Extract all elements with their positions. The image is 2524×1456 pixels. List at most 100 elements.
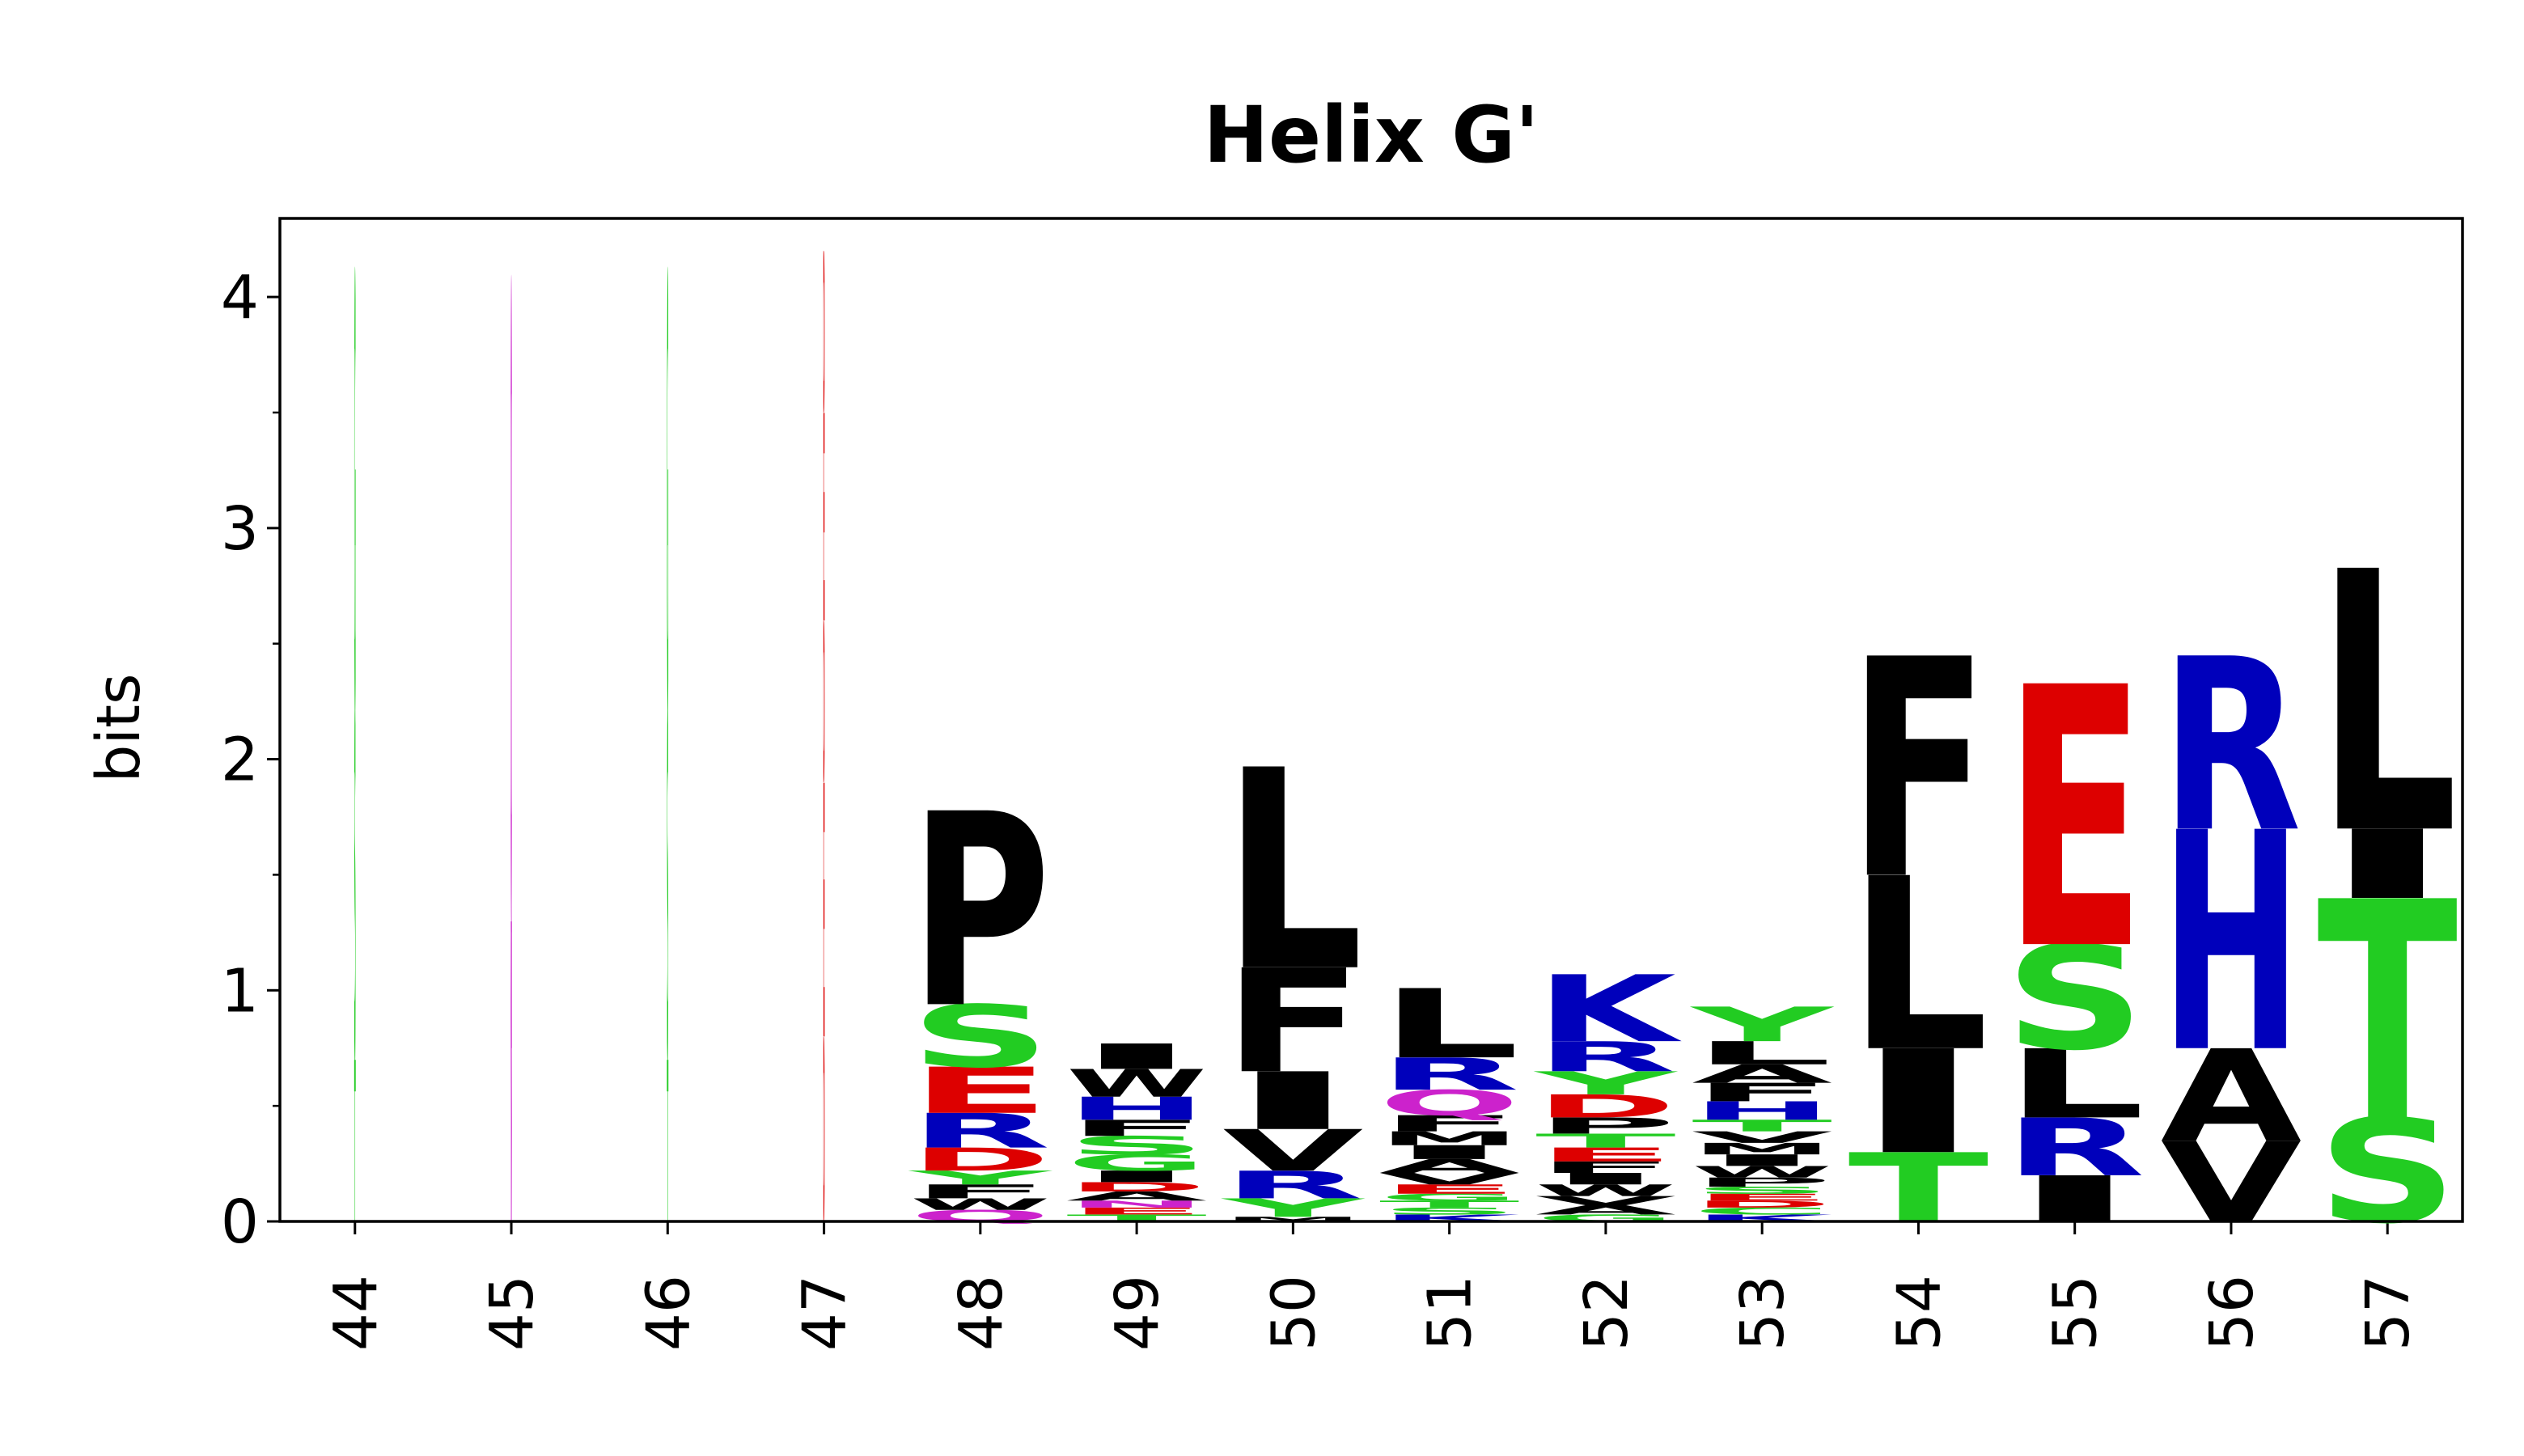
letter-group: T xyxy=(1692,1116,1832,1135)
letter-group: Y xyxy=(1533,1065,1679,1102)
logo-letter: F xyxy=(1848,596,1988,946)
letter-group: K xyxy=(1535,957,1683,1064)
letter-group: R xyxy=(1222,1163,1363,1208)
letter-group: R xyxy=(910,1104,1051,1159)
logo-letter: F xyxy=(1692,1078,1832,1107)
logo-letter: C xyxy=(1692,1206,1832,1217)
letter-group: E xyxy=(2005,612,2145,1029)
letter-group: S xyxy=(1692,1185,1832,1196)
x-tick-label: 44 xyxy=(321,1275,391,1351)
logo-letter: F xyxy=(1379,1111,1520,1137)
y-tick-label: 2 xyxy=(221,726,259,795)
logo-letter: D xyxy=(824,207,825,465)
logo-letter: R xyxy=(2005,1103,2145,1195)
logo-letter: R xyxy=(1222,1163,1363,1208)
logo-letter: H xyxy=(1692,1097,1832,1126)
logo-letter: H xyxy=(1066,1090,1207,1127)
x-tick-label: 46 xyxy=(633,1275,703,1351)
logo-letter: G xyxy=(1379,1191,1520,1203)
logo-letter: E xyxy=(824,713,825,1119)
logo-letter: W xyxy=(1066,1061,1207,1106)
logo-letter: T xyxy=(354,1016,356,1274)
logo-letter: G xyxy=(1066,1150,1207,1176)
letter-group: C xyxy=(1692,1206,1832,1217)
logo-letter: R xyxy=(1535,1033,1676,1081)
logo-letter: R xyxy=(1379,1049,1520,1101)
logo-letter: D xyxy=(1066,1179,1207,1194)
logo-letter: E xyxy=(824,358,825,688)
x-tick-label: 47 xyxy=(790,1275,860,1351)
letter-group: Y xyxy=(1689,997,1836,1052)
logo-letter: N xyxy=(1066,1199,1207,1210)
letter-group: D xyxy=(824,577,825,835)
letter-group: G xyxy=(354,156,356,856)
logo-letter: L xyxy=(1848,827,1988,1105)
letter-group: P xyxy=(1692,1175,1832,1190)
letter-group: Y xyxy=(908,1167,1055,1189)
letter-group: L xyxy=(1692,1035,1832,1072)
x-tick-label: 48 xyxy=(946,1275,1016,1351)
letter-group: E xyxy=(1379,1182,1520,1196)
letter-group: E xyxy=(1535,1144,1676,1166)
logo-letter: I xyxy=(1535,1170,1676,1188)
letter-group: I xyxy=(1222,1056,1363,1149)
logo-letter: Q xyxy=(510,115,512,1128)
letter-group: S xyxy=(2005,916,2145,1081)
logo-letter: T xyxy=(1535,1130,1678,1152)
logo-letter: V xyxy=(1379,1170,1521,1188)
y-tick-label: 3 xyxy=(221,494,259,564)
logo-letter: G xyxy=(354,156,356,856)
logo-letter: I xyxy=(1848,1020,1988,1186)
logo-letter: D xyxy=(1692,1199,1832,1210)
letter-group: W xyxy=(1692,1163,1832,1182)
x-tick-label: 52 xyxy=(1572,1275,1641,1351)
letter-group: I xyxy=(1535,1170,1676,1188)
letter-group: L xyxy=(1848,827,1988,1105)
plot-frame xyxy=(278,217,2464,1223)
letter-group: V xyxy=(1692,1128,1833,1147)
letter-group: M xyxy=(1692,1140,1832,1158)
logo-letter: Y xyxy=(1533,1065,1679,1102)
letter-group: I xyxy=(1066,1167,1207,1186)
logo-letter: M xyxy=(1222,1216,1363,1223)
x-tick-label: 51 xyxy=(1416,1275,1485,1351)
letter-group: H xyxy=(1066,1090,1207,1127)
logo-letter: L xyxy=(1692,1035,1832,1072)
letter-group: W xyxy=(1066,1061,1207,1106)
letter-group: G xyxy=(1379,1191,1520,1203)
logo-letter: G xyxy=(667,156,668,856)
letter-group: F xyxy=(1222,939,1363,1105)
logo-letter: V xyxy=(1222,1119,1363,1184)
letter-group: M xyxy=(1222,1216,1363,1223)
letter-group: E xyxy=(1066,1206,1207,1217)
logo-letter: L xyxy=(2005,1030,2145,1141)
letter-group: E xyxy=(824,358,825,688)
logo-letter: P xyxy=(1692,1175,1832,1190)
letter-group: D xyxy=(1692,1199,1832,1210)
logo-letter: V xyxy=(1692,1128,1833,1147)
letter-group: T xyxy=(354,1016,356,1274)
letter-group: L xyxy=(2005,1030,2145,1141)
logo-letter: S xyxy=(667,620,668,1172)
letter-group: T xyxy=(1848,1133,1988,1244)
logo-letter: K xyxy=(1535,957,1683,1064)
letter-group: N xyxy=(1066,1199,1207,1210)
letter-group: S xyxy=(2317,1089,2458,1255)
logo-letter: T xyxy=(667,1016,668,1274)
letter-group: D xyxy=(824,986,825,1281)
logo-letter: P xyxy=(1535,1113,1676,1139)
letter-group: R xyxy=(2005,1103,2145,1195)
letter-group: T xyxy=(1379,1199,1522,1210)
letter-group: S xyxy=(1379,1206,1520,1217)
logo-letter: Q xyxy=(1379,1083,1520,1124)
letter-group: I xyxy=(2317,810,2458,921)
x-tick-label: 53 xyxy=(1728,1275,1798,1351)
letter-group: T xyxy=(667,1016,668,1274)
letter-group: I xyxy=(2005,1164,2145,1238)
logo-letter: T xyxy=(1379,1199,1522,1210)
letter-group: R xyxy=(1379,1049,1520,1101)
letter-group: F xyxy=(1848,596,1988,946)
logo-letter: L xyxy=(1379,969,1520,1080)
letter-group: M xyxy=(1379,1128,1520,1149)
logo-letter: T xyxy=(1692,1116,1832,1135)
